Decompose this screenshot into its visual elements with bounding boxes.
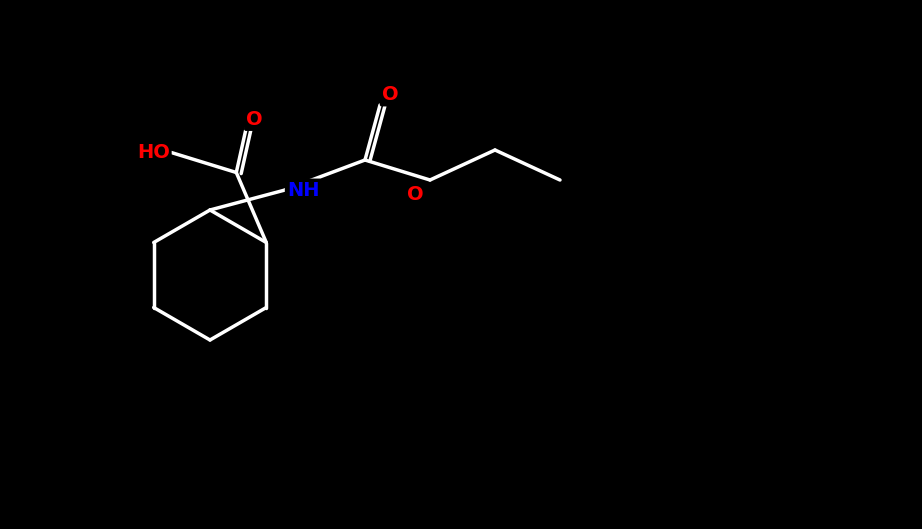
Text: O: O	[382, 86, 398, 105]
Text: O: O	[407, 186, 423, 205]
Text: O: O	[246, 110, 263, 129]
Text: HO: HO	[136, 143, 170, 162]
Text: NH: NH	[287, 180, 319, 199]
